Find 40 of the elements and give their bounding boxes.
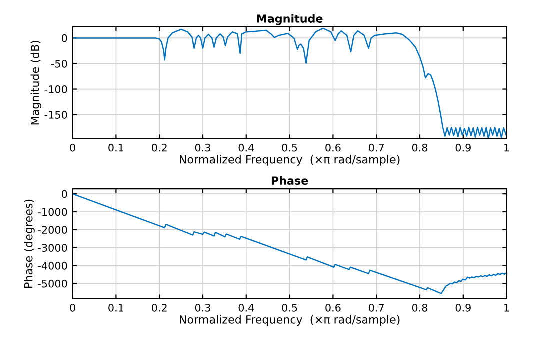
x-tick-label: 0	[70, 144, 76, 152]
chart-title: Magnitude	[257, 14, 323, 26]
y-tick-label: -4000	[38, 262, 68, 270]
y-tick-label: -3000	[38, 244, 68, 252]
y-axis-title: Magnitude (dB)	[30, 40, 42, 125]
x-tick-label: 0.3	[195, 304, 210, 312]
y-axis-title: Phase (degrees)	[24, 200, 35, 288]
x-tick-label: 0.2	[152, 304, 167, 312]
y-tick-label: -50	[51, 60, 68, 68]
y-tick-label: 0	[62, 34, 68, 42]
x-axis-title: Normalized Frequency (×π rad/sample)	[180, 315, 400, 326]
y-tick-label: -5000	[38, 280, 68, 288]
y-tick-label: -1000	[38, 208, 68, 216]
x-tick-label: 0.3	[195, 144, 210, 152]
x-tick-label: 1	[504, 304, 510, 312]
y-tick-label: 0	[62, 190, 68, 198]
x-tick-label: 0.9	[456, 144, 471, 152]
line-series	[72, 193, 507, 294]
x-axis-title: Normalized Frequency (×π rad/sample)	[180, 155, 400, 166]
x-tick-label: 0.1	[108, 144, 124, 152]
y-tick-label: -2000	[38, 226, 68, 234]
x-tick-label: 0	[70, 304, 76, 312]
chart-title: Phase	[272, 176, 308, 186]
line-series	[72, 28, 507, 139]
x-tick-label: 0.2	[152, 144, 167, 152]
y-tick-label: -100	[44, 86, 68, 94]
x-tick-label: 0.4	[238, 144, 254, 152]
x-tick-label: 0.5	[282, 304, 298, 312]
x-tick-label: 0.4	[238, 304, 254, 312]
x-tick-label: 0.8	[412, 304, 428, 312]
x-tick-label: 0.6	[326, 144, 341, 152]
x-tick-label: 0.7	[369, 144, 384, 152]
x-tick-label: 0.6	[326, 304, 341, 312]
x-tick-label: 1	[504, 144, 510, 152]
x-tick-label: 0.7	[369, 304, 384, 312]
x-tick-label: 0.1	[108, 304, 124, 312]
x-tick-label: 0.9	[456, 304, 471, 312]
x-tick-label: 0.8	[412, 144, 428, 152]
x-tick-label: 0.5	[282, 144, 298, 152]
y-tick-label: -150	[44, 111, 68, 119]
